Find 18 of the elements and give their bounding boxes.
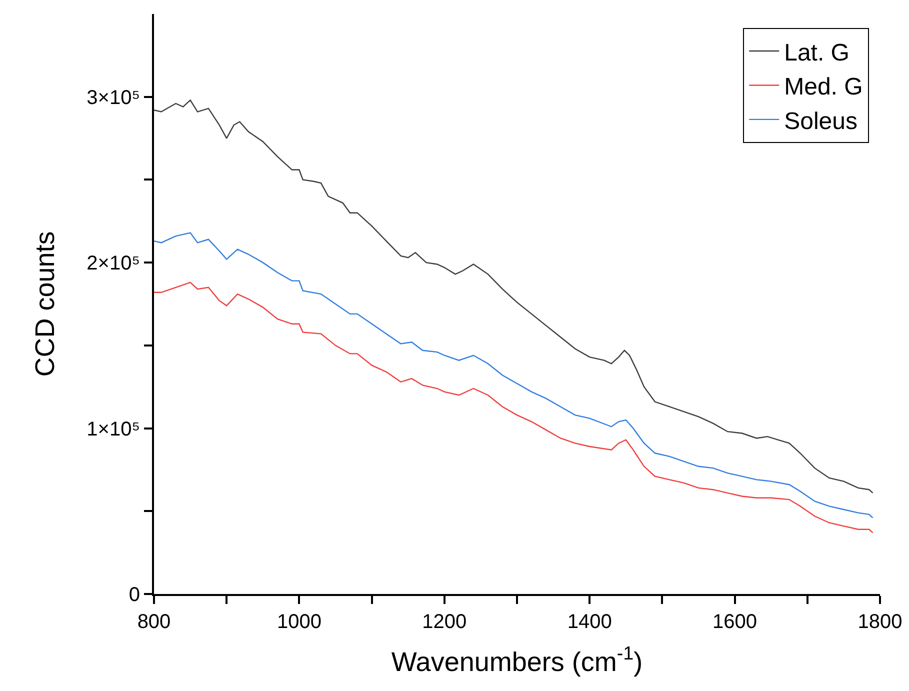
x-tick-label: 1800 bbox=[858, 611, 902, 633]
x-tick-label: 1000 bbox=[276, 611, 322, 633]
x-tick-label: 1400 bbox=[567, 611, 612, 633]
y-tick-label: 3×10⁵ bbox=[86, 86, 140, 109]
legend-label: Lat. G bbox=[784, 39, 850, 66]
line-series bbox=[154, 232, 874, 518]
line-series bbox=[154, 282, 874, 534]
line-series bbox=[154, 100, 874, 494]
x-tick-label: 800 bbox=[137, 611, 171, 633]
y-tick-label: 1×10⁵ bbox=[86, 418, 140, 440]
legend-label: Med. G bbox=[784, 74, 863, 101]
y-tick-label: 0 bbox=[128, 584, 140, 606]
legend-label: Soleus bbox=[784, 108, 858, 135]
x-axis-title: Wavenumbers (cm$^{-1}$) bbox=[391, 644, 643, 677]
y-tick-label: 2×10⁵ bbox=[86, 252, 140, 275]
x-tick-label: 1200 bbox=[422, 611, 467, 633]
x-tick-label: 1600 bbox=[712, 611, 758, 633]
y-axis-title: CCD counts bbox=[30, 231, 60, 377]
